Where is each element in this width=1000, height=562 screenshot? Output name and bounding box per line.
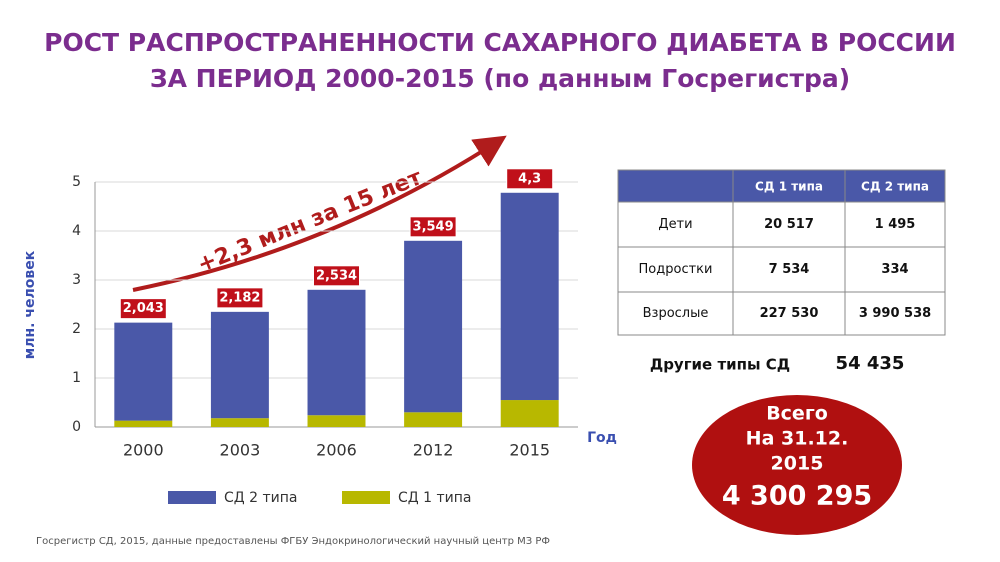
table-header-bg: [618, 170, 945, 202]
title-line: ЗА ПЕРИОД 2000-2015 (по данным Госрегист…: [150, 64, 850, 93]
table-cell: 334: [881, 262, 908, 277]
bar-segment: [210, 418, 269, 427]
total-line: Всего: [766, 403, 828, 425]
x-axis-label: Год: [587, 430, 617, 446]
x-tick-label: 2015: [509, 441, 550, 460]
title-line: РОСТ РАСПРОСТРАНЕННОСТИ САХАРНОГО ДИАБЕТ…: [44, 28, 956, 57]
table-cell: Подростки: [639, 262, 713, 277]
other-types-label: Другие типы СД: [650, 356, 790, 374]
table-cell: Взрослые: [643, 306, 709, 321]
growth-arrow: [132, 135, 507, 292]
table-cell: 227 530: [760, 306, 819, 321]
total-label: 2,534: [316, 268, 357, 283]
total-label-box: [119, 298, 167, 320]
table-cell: 3 990 538: [859, 306, 931, 321]
legend-label: СД 2 типа: [224, 490, 298, 506]
total-label-box: [313, 265, 360, 287]
y-tick-label: 1: [72, 370, 81, 386]
total-label-box: [216, 287, 264, 309]
total-line: На 31.12.: [746, 428, 849, 450]
table-cell: 1 495: [875, 217, 916, 232]
table-header: СД 1 типа: [755, 180, 823, 194]
other-types-value: 54 435: [836, 353, 905, 374]
x-tick-label: 2003: [220, 441, 261, 460]
total-label-box: [506, 168, 554, 190]
legend-swatch: [168, 491, 216, 504]
bar-segment: [307, 415, 366, 427]
source: Госрегистр СД, 2015, данные предоставлен…: [36, 536, 550, 547]
total-ellipse: [692, 395, 902, 535]
x-tick-label: 2000: [123, 441, 164, 460]
bar-segment: [404, 412, 463, 427]
y-tick-label: 4: [72, 223, 81, 239]
y-tick-label: 0: [72, 419, 81, 435]
x-tick-label: 2006: [316, 441, 357, 460]
table-border: [617, 169, 946, 336]
total-line: 2015: [771, 453, 824, 475]
y-tick-label: 2: [72, 321, 81, 337]
total-label: 4,3: [518, 171, 541, 186]
x-tick-label: 2012: [413, 441, 454, 460]
legend-swatch: [342, 491, 390, 504]
table-cell: 7 534: [769, 262, 810, 277]
bar-segment: [114, 322, 173, 421]
total-label: 2,182: [219, 290, 260, 305]
bar-segment: [210, 311, 269, 419]
total-label: 3,549: [413, 219, 454, 234]
total-label: 2,043: [123, 301, 164, 316]
total-value: 4 300 295: [722, 481, 872, 512]
y-axis-label: млн. человек: [22, 250, 38, 359]
total-label-box: [409, 216, 457, 238]
y-tick-label: 5: [72, 174, 81, 190]
bar-segment: [404, 240, 463, 413]
bar-segment: [500, 400, 559, 427]
bar-segment: [114, 420, 173, 427]
table-header: СД 2 типа: [861, 180, 929, 194]
y-tick-label: 3: [72, 272, 81, 288]
table-cell: 20 517: [764, 217, 814, 232]
bar-segment: [307, 289, 366, 416]
legend-label: СД 1 типа: [398, 490, 472, 506]
bar-segment: [500, 192, 559, 401]
table-cell: Дети: [658, 217, 692, 232]
